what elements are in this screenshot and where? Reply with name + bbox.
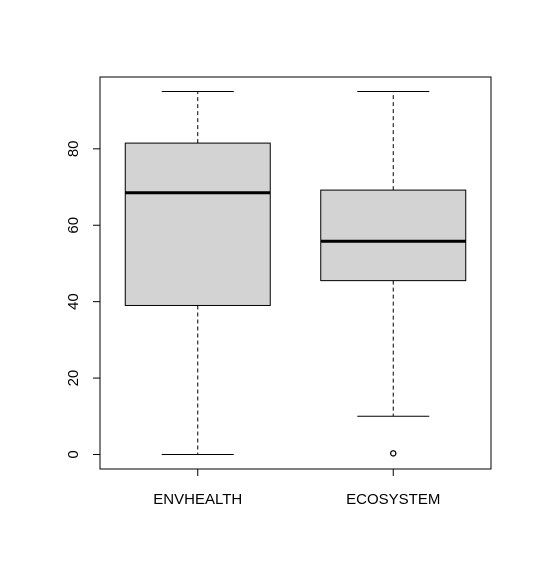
- iqr-box: [320, 189, 467, 282]
- box-ecosystem: [320, 91, 467, 457]
- box-envhealth: [124, 91, 271, 455]
- plot-frame: [99, 76, 492, 470]
- y-tick-label: 80: [65, 140, 82, 157]
- y-tick-label: 0: [65, 450, 82, 458]
- x-category-label: ECOSYSTEM: [346, 491, 440, 508]
- iqr-box: [124, 142, 271, 306]
- outlier-point: [389, 450, 397, 457]
- x-category-label: ENVHEALTH: [153, 491, 242, 508]
- y-tick-label: 20: [65, 370, 82, 387]
- y-tick-label: 40: [65, 293, 82, 310]
- y-tick-label: 60: [65, 217, 82, 234]
